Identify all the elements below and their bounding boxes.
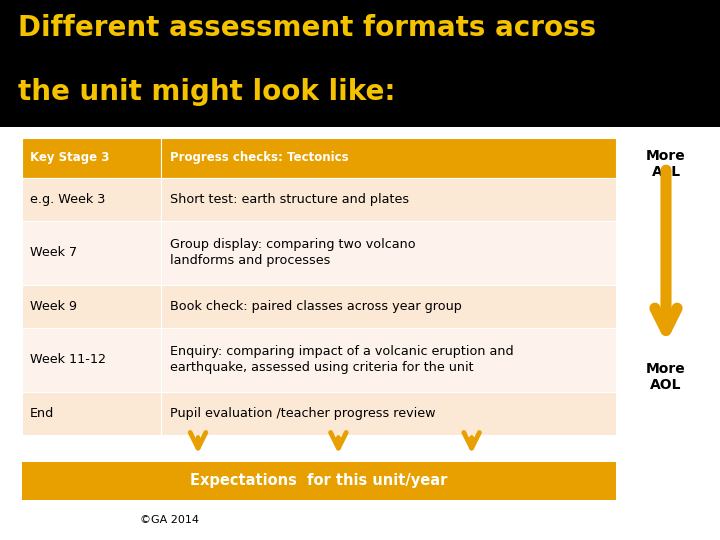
- Text: More
AOL: More AOL: [646, 362, 686, 392]
- Text: Enquiry: comparing impact of a volcanic eruption and
earthquake, assessed using : Enquiry: comparing impact of a volcanic …: [170, 346, 513, 374]
- Text: Key Stage 3: Key Stage 3: [30, 151, 109, 164]
- Bar: [22, 285, 161, 328]
- Bar: [161, 392, 616, 435]
- Text: Week 11-12: Week 11-12: [30, 354, 107, 367]
- Bar: [22, 392, 161, 435]
- Text: Progress checks: Tectonics: Progress checks: Tectonics: [170, 151, 348, 164]
- Text: Expectations  for this unit/year: Expectations for this unit/year: [190, 473, 447, 488]
- Bar: [161, 220, 616, 285]
- Text: Book check: paired classes across year group: Book check: paired classes across year g…: [170, 300, 462, 313]
- Bar: [161, 285, 616, 328]
- Bar: [161, 328, 616, 392]
- Bar: [22, 220, 161, 285]
- Text: More
AFL: More AFL: [646, 148, 686, 179]
- Bar: [22, 328, 161, 392]
- Text: Week 9: Week 9: [30, 300, 77, 313]
- Text: the unit might look like:: the unit might look like:: [18, 78, 395, 106]
- Text: ©GA 2014: ©GA 2014: [140, 515, 199, 525]
- Bar: [161, 178, 616, 220]
- Text: Week 7: Week 7: [30, 246, 77, 259]
- Text: Group display: comparing two volcano
landforms and processes: Group display: comparing two volcano lan…: [170, 238, 415, 267]
- Text: Short test: earth structure and plates: Short test: earth structure and plates: [170, 193, 409, 206]
- Text: End: End: [30, 407, 55, 420]
- Text: Pupil evaluation /teacher progress review: Pupil evaluation /teacher progress revie…: [170, 407, 436, 420]
- Bar: [161, 138, 616, 178]
- Bar: [22, 138, 161, 178]
- Text: e.g. Week 3: e.g. Week 3: [30, 193, 106, 206]
- Bar: [22, 462, 616, 500]
- Text: Different assessment formats across: Different assessment formats across: [18, 14, 596, 42]
- Bar: [0, 0, 720, 127]
- Bar: [22, 178, 161, 220]
